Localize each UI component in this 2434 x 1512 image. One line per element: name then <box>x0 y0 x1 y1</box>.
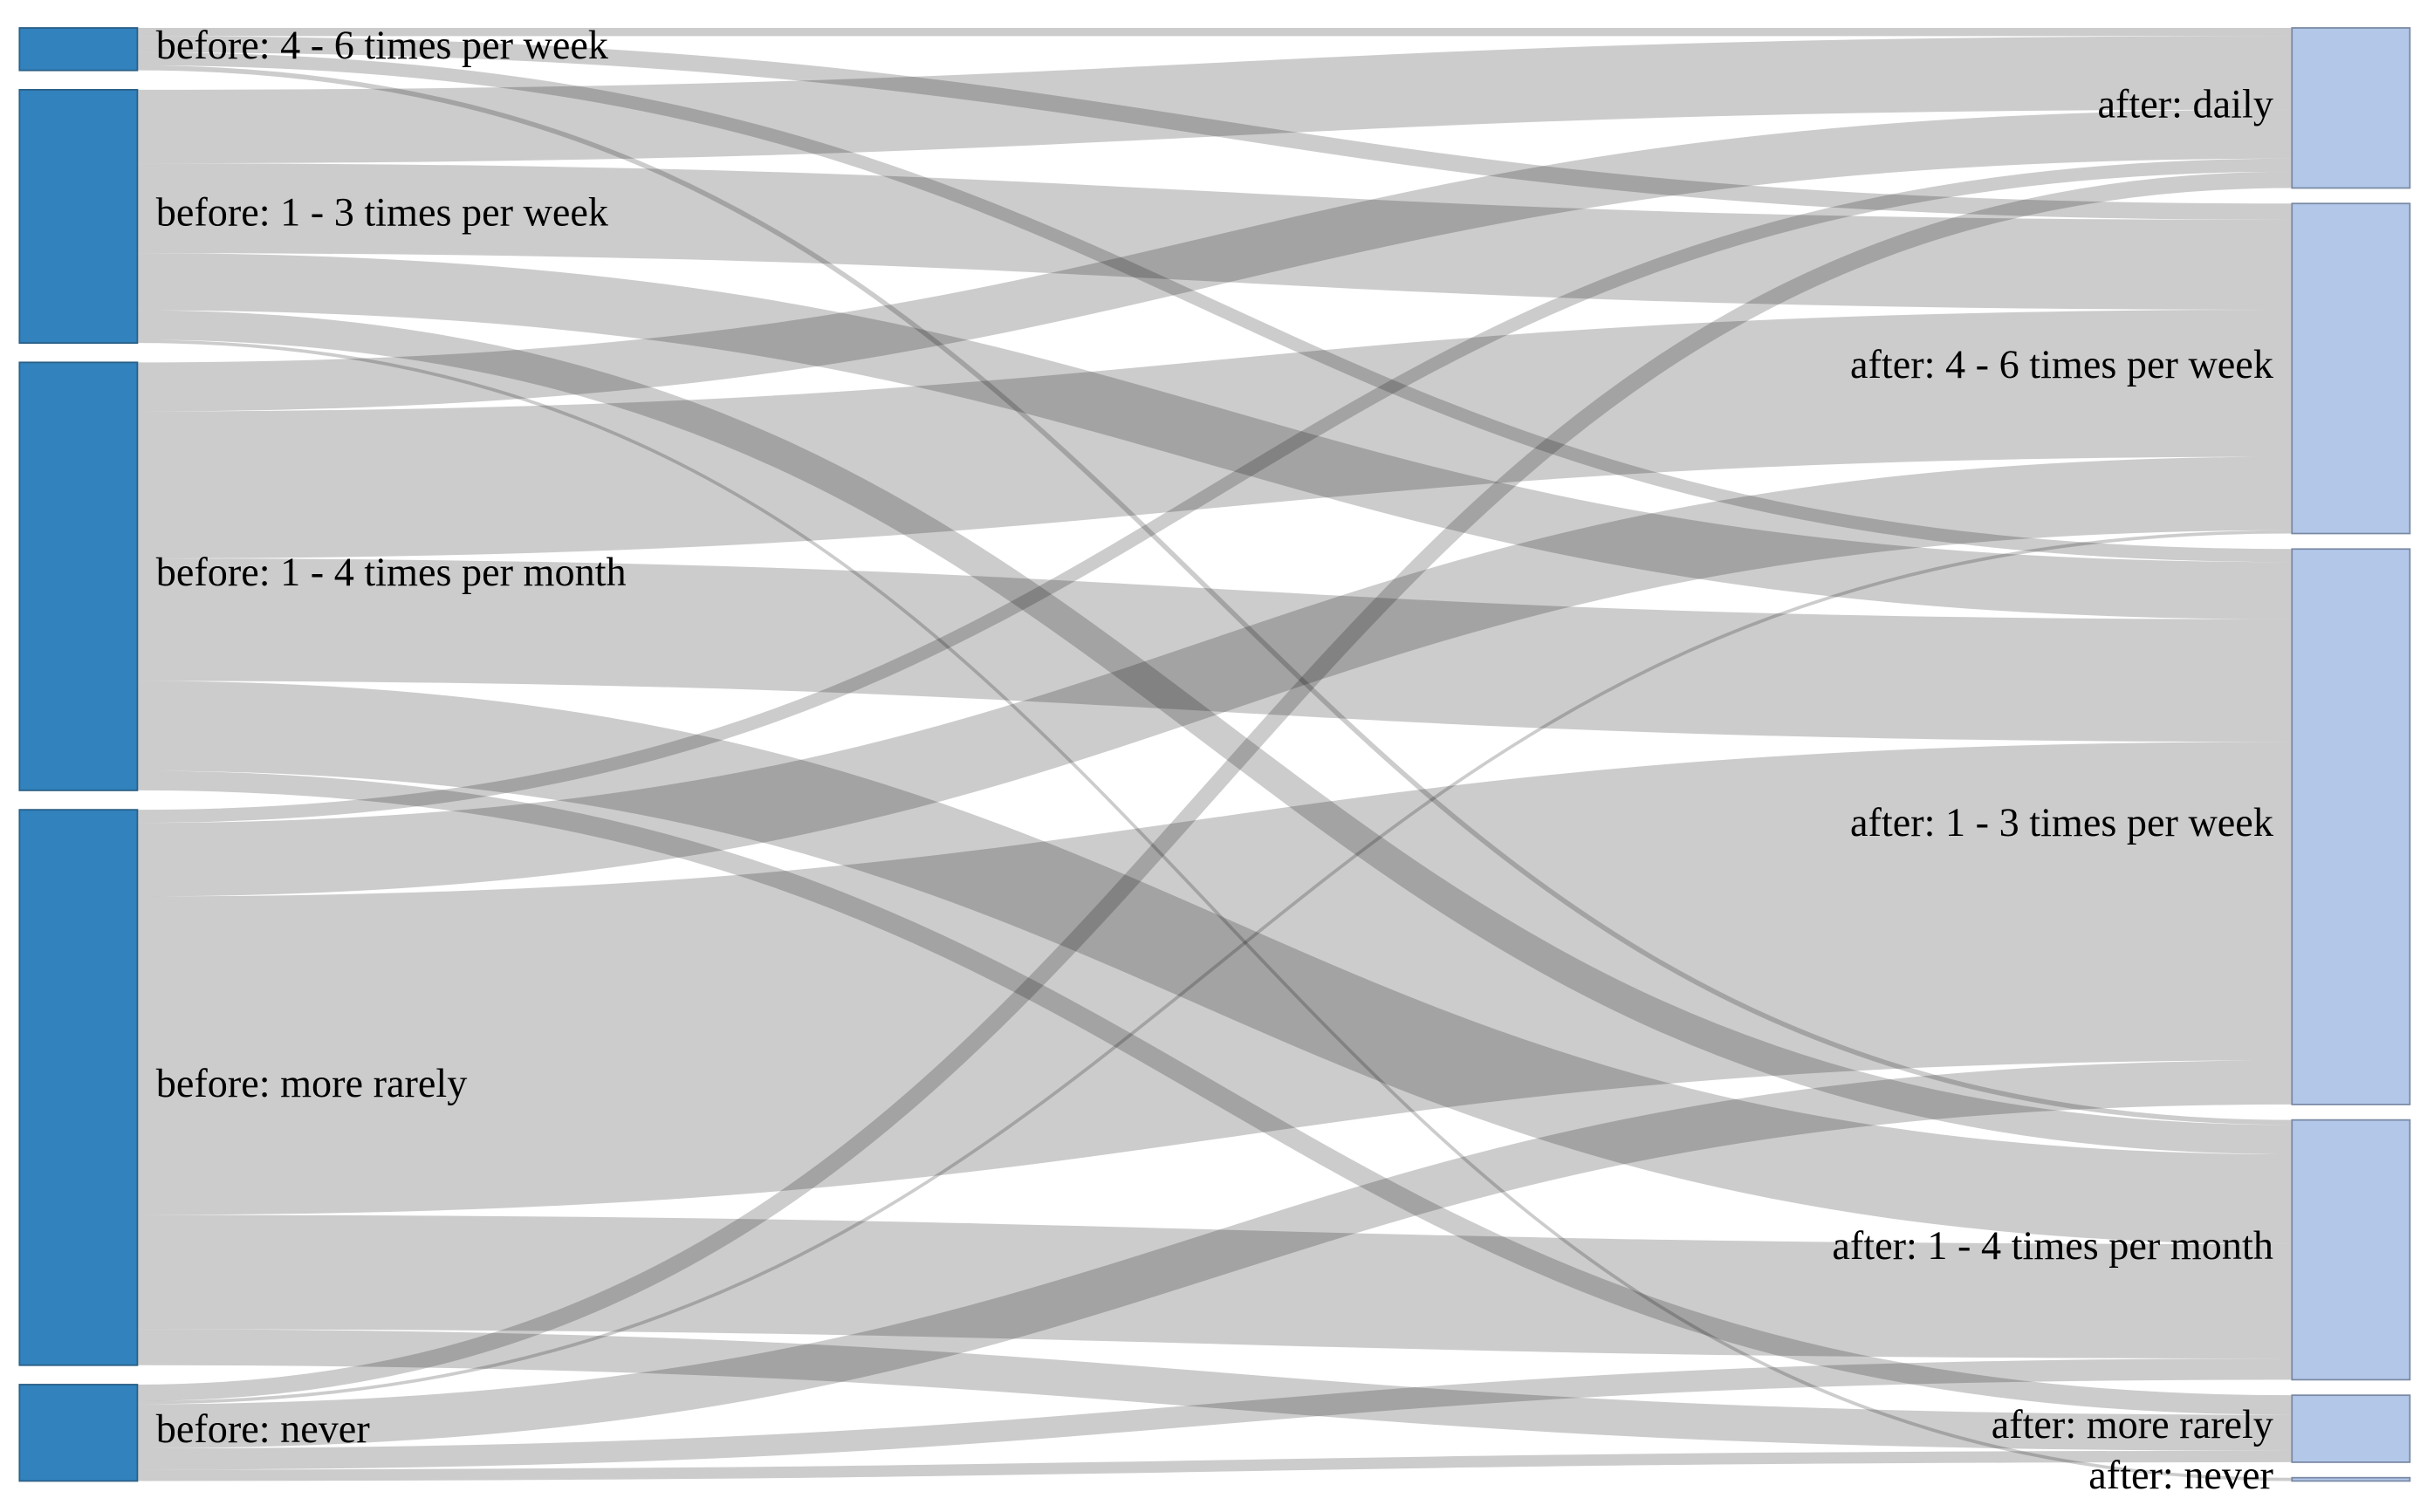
target-node <box>2291 1394 2411 1463</box>
source-node <box>18 1384 139 1482</box>
target-label: after: 1 - 4 times per month <box>1832 1223 2273 1268</box>
target-label: after: 1 - 3 times per week <box>1850 800 2274 845</box>
link <box>137 339 2293 1481</box>
link <box>137 1060 2293 1449</box>
target-label: after: 4 - 6 times per week <box>1850 342 2274 387</box>
link <box>137 681 2293 1244</box>
link <box>137 309 2293 559</box>
source-label: before: more rarely <box>156 1061 468 1105</box>
link <box>137 1450 2293 1481</box>
link <box>137 36 2293 220</box>
link <box>137 456 2293 897</box>
target-node <box>2291 27 2411 189</box>
link <box>137 163 2293 310</box>
link <box>137 742 2293 1215</box>
links <box>137 27 2293 1481</box>
link <box>137 171 2293 1401</box>
link <box>137 65 2293 1125</box>
target-label: after: never <box>2088 1453 2273 1497</box>
link <box>137 1214 2293 1359</box>
link <box>137 558 2293 742</box>
link <box>137 158 2293 824</box>
target-node <box>2291 548 2411 1105</box>
link <box>137 36 2293 164</box>
link <box>137 1329 2293 1451</box>
link <box>137 52 2293 563</box>
link <box>137 310 2293 1154</box>
target-node <box>2291 1476 2411 1482</box>
link <box>137 1358 2293 1470</box>
source-label: before: 1 - 4 times per month <box>156 550 627 594</box>
source-node <box>18 809 139 1366</box>
target-label: after: more rarely <box>1992 1402 2273 1447</box>
link <box>137 109 2293 412</box>
target-node <box>2291 202 2411 535</box>
source-node <box>18 89 139 345</box>
target-node <box>2291 1119 2411 1381</box>
source-label: before: 1 - 3 times per week <box>156 190 609 235</box>
source-node <box>18 361 139 791</box>
link <box>137 770 2293 1415</box>
link <box>137 530 2293 1405</box>
target-label: after: daily <box>2098 81 2273 126</box>
link <box>137 253 2293 619</box>
source-label: before: never <box>156 1406 370 1451</box>
source-label: before: 4 - 6 times per week <box>156 23 609 67</box>
source-node <box>18 27 139 72</box>
